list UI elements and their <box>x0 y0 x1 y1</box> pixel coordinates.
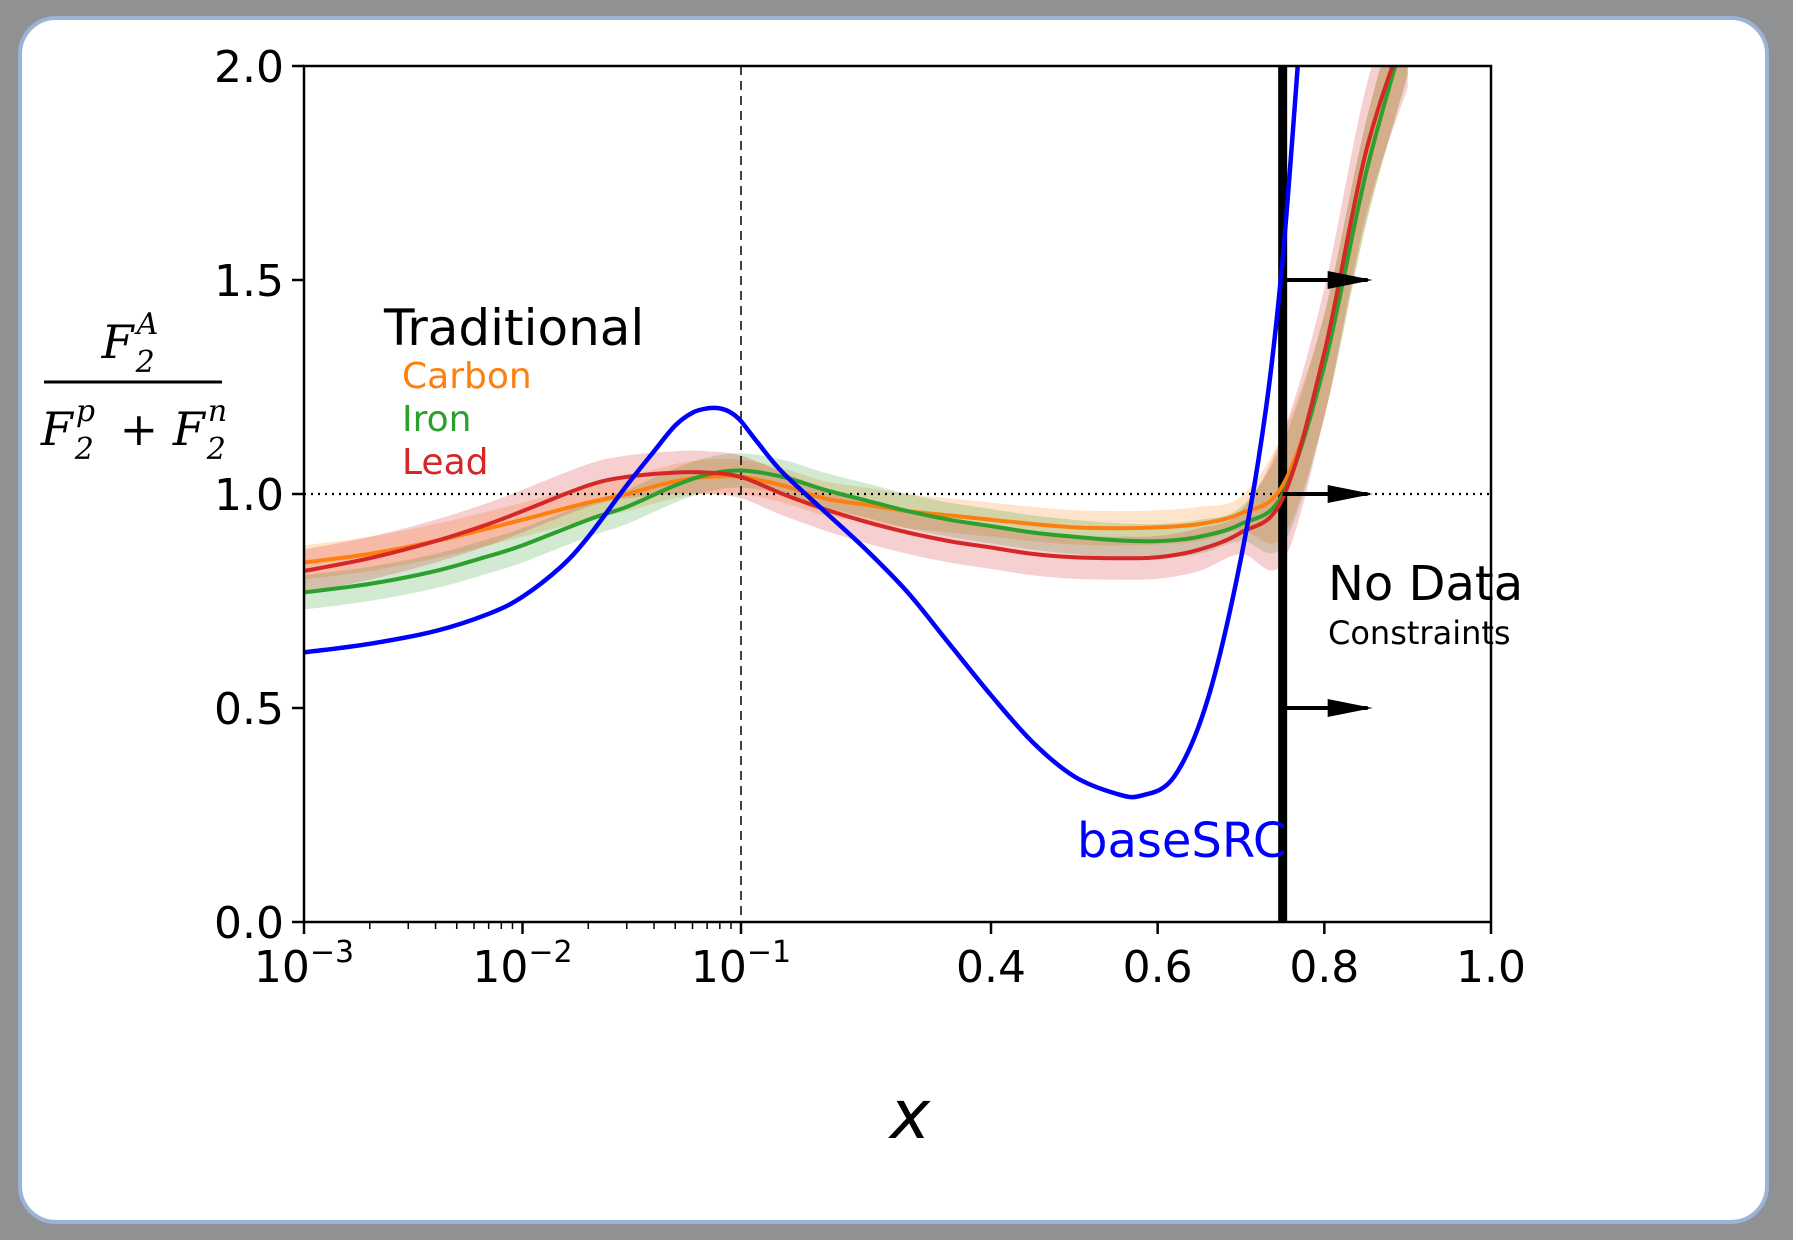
arrow-head <box>1327 699 1373 717</box>
no-data-arrows <box>1282 271 1373 717</box>
constraints-annotation: Constraints <box>1328 614 1511 652</box>
arrow-head <box>1327 485 1373 503</box>
legend: Traditional Carbon Iron Lead <box>383 299 644 483</box>
y-tick-label: 0.0 <box>214 898 284 949</box>
arrow-head <box>1327 271 1373 289</box>
series-line-lead <box>304 66 1395 573</box>
legend-title: Traditional <box>383 299 644 357</box>
x-tick-label: 10−3 <box>254 935 354 993</box>
legend-entry-carbon: Carbon <box>402 356 532 397</box>
uncertainty-bands <box>304 66 1408 610</box>
band-lead <box>304 66 1408 593</box>
x-tick-label: 10−1 <box>691 935 791 993</box>
x-tick-label: 0.8 <box>1289 942 1359 993</box>
series-lines <box>304 66 1398 800</box>
x-tick-label: 10−2 <box>472 935 572 993</box>
y-label-denominator: F2p + F2n <box>40 394 227 467</box>
y-tick-label: 0.5 <box>214 684 284 735</box>
x-tick-label: 0.6 <box>1123 942 1193 993</box>
chart-svg: 0.00.51.01.52.010−3 10−2 10−1 0.4 0.6 0.8 1.0 … <box>40 42 1526 1155</box>
band-iron <box>304 66 1408 610</box>
basesrc-annotation: baseSRC <box>1077 813 1286 869</box>
legend-entry-iron: Iron <box>402 399 471 440</box>
y-tick-label: 1.0 <box>214 470 284 521</box>
x-tick-label: 0.4 <box>956 942 1026 993</box>
y-label-numerator: F2A <box>101 307 159 380</box>
y-tick-label: 1.5 <box>214 256 284 307</box>
x-axis-label: x <box>888 1076 931 1155</box>
legend-entry-lead: Lead <box>402 442 488 483</box>
series-line-basesrc <box>304 66 1300 800</box>
y-tick-label: 2.0 <box>214 42 284 93</box>
y-axis-label: F2A F2p + F2n <box>40 307 227 467</box>
no-data-annotation: No Data <box>1328 556 1523 612</box>
x-tick-label: 1.0 <box>1456 942 1526 993</box>
tick-marks <box>292 64 1493 934</box>
chart-frame: 0.0 0.5 1.0 1.5 2.0 10−3 10−2 10−1 0.4 0.6 0.8 1.0 … <box>18 16 1769 1224</box>
